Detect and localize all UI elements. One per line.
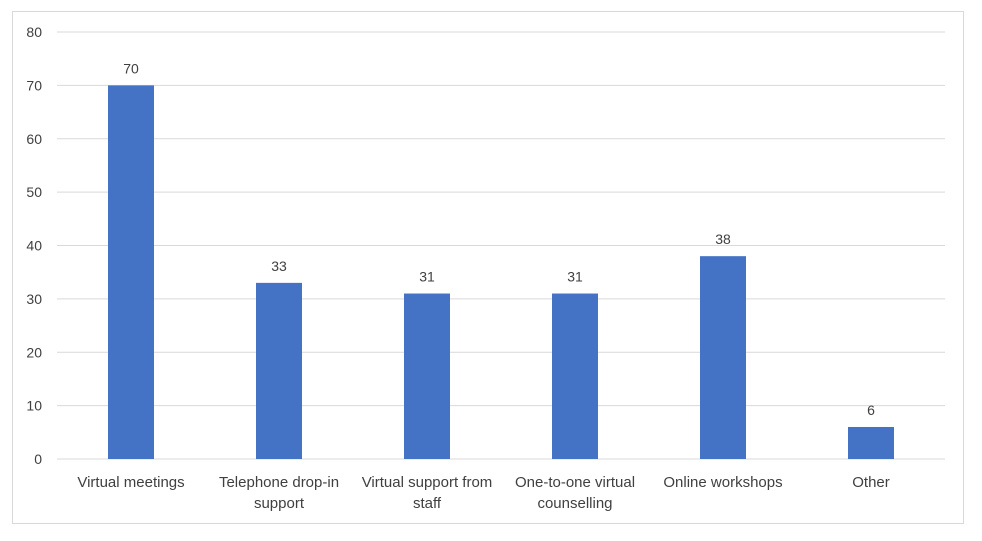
category-label-line: support [254,495,305,512]
y-tick-label: 70 [26,77,42,93]
category-label-line: counselling [537,495,612,512]
data-label: 38 [715,231,731,247]
bar [552,293,598,459]
category-label-line: staff [413,495,442,512]
y-tick-label: 80 [26,24,42,40]
bar [108,85,154,459]
bar [256,282,302,459]
y-tick-label: 10 [26,398,42,414]
category-label-line: Other [852,474,890,491]
bars [108,85,894,459]
y-tick-label: 20 [26,344,42,360]
data-label: 31 [419,269,435,285]
category-label-line: Virtual support from [362,474,493,491]
gridlines [57,31,945,460]
category-label: Other [852,474,890,491]
category-labels: Virtual meetings Telephone drop-in support… [77,474,889,512]
data-label: 33 [271,258,287,274]
category-label-line: Online workshops [663,474,782,491]
category-label: Virtual support from staff [362,474,493,512]
data-label: 6 [867,402,875,418]
data-label: 31 [567,269,583,285]
y-tick-label: 60 [26,131,42,147]
data-label: 70 [123,60,139,76]
category-label: Virtual meetings [77,474,184,491]
bar [700,256,746,459]
category-label: Telephone drop-in support [219,474,339,512]
y-tick-label: 40 [26,238,42,254]
category-label: Online workshops [663,474,782,491]
category-label-line: Virtual meetings [77,474,184,491]
bar [404,293,450,459]
y-tick-label: 30 [26,291,42,307]
y-axis-tick-labels: 0 10 20 30 40 50 60 70 80 [26,24,42,467]
y-tick-label: 50 [26,184,42,200]
data-labels: 70 33 31 31 38 6 [123,60,875,418]
bar [848,426,894,459]
y-tick-label: 0 [34,451,42,467]
category-label: One-to-one virtual counselling [515,474,635,512]
chart-frame [12,11,964,524]
category-label-line: Telephone drop-in [219,474,339,491]
category-label-line: One-to-one virtual [515,474,635,491]
